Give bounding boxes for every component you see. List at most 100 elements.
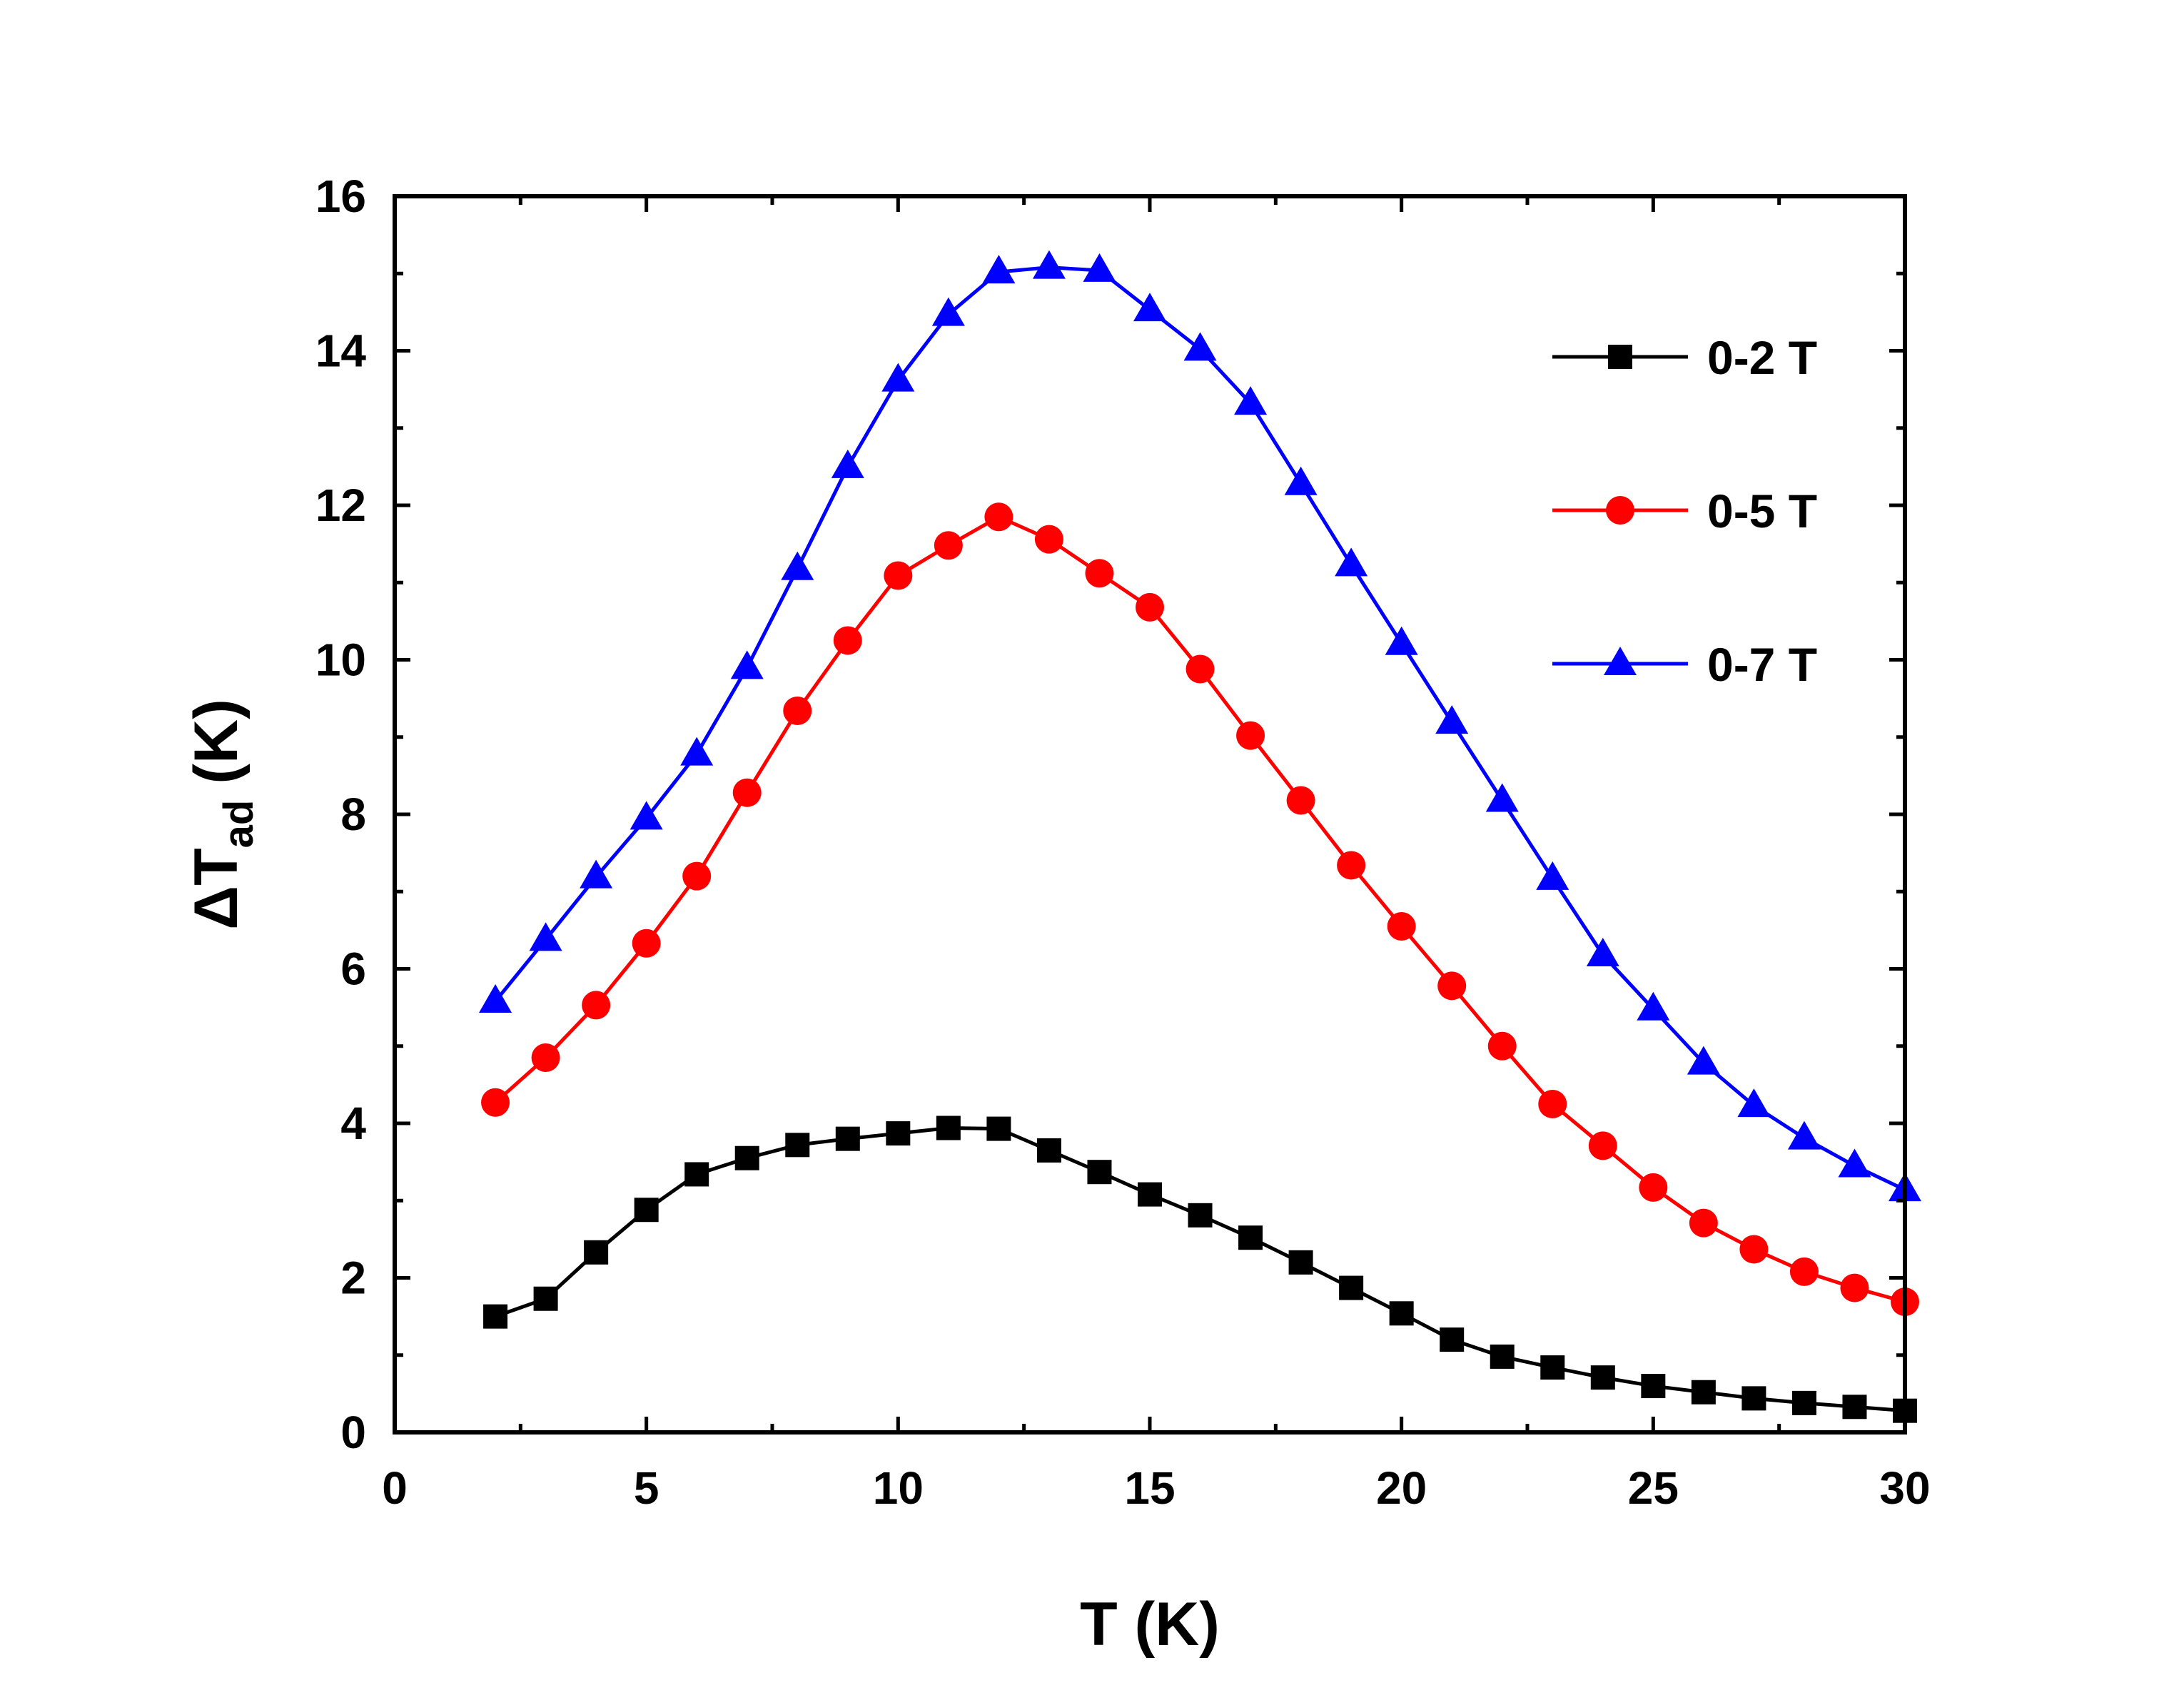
data-point <box>1487 1031 1517 1061</box>
data-point <box>1588 1131 1617 1160</box>
y-tick-label: 2 <box>340 1253 366 1304</box>
data-point <box>529 922 562 951</box>
data-point <box>1387 911 1416 941</box>
x-tick-label: 20 <box>1376 1462 1427 1514</box>
data-point <box>483 1304 508 1329</box>
data-point <box>833 626 862 655</box>
data-point <box>531 1043 560 1072</box>
data-point <box>632 929 661 958</box>
series-layer <box>479 250 1921 1423</box>
data-point <box>1789 1257 1819 1286</box>
data-point <box>1339 1275 1364 1300</box>
data-point <box>1185 654 1215 684</box>
data-point <box>1840 1273 1869 1302</box>
data-point <box>1236 721 1265 750</box>
x-tick-label: 15 <box>1124 1462 1175 1514</box>
data-point <box>1437 971 1467 1001</box>
data-point <box>1286 786 1315 815</box>
data-point <box>1739 1235 1769 1264</box>
data-point <box>1032 250 1066 279</box>
y-tick-label: 14 <box>315 325 367 377</box>
data-point <box>1590 1365 1615 1390</box>
data-point <box>1586 938 1619 967</box>
data-point <box>479 983 512 1013</box>
data-point <box>582 991 611 1020</box>
y-axis-title-main: ΔT <box>182 848 251 929</box>
x-tick-label: 5 <box>634 1462 659 1514</box>
data-point <box>881 363 915 392</box>
data-point <box>732 778 762 807</box>
data-point <box>785 1133 810 1158</box>
data-point <box>1335 547 1368 577</box>
legend-label: 0-5 T <box>1707 485 1817 537</box>
data-point <box>1087 1160 1112 1185</box>
data-point <box>982 255 1016 284</box>
data-point <box>1238 1225 1263 1250</box>
data-point <box>533 1286 558 1311</box>
y-axis-title: ΔTad (K) <box>182 699 262 929</box>
y-axis-title-sub: ad <box>216 800 262 849</box>
data-point <box>831 449 864 478</box>
tick-layer: 0 5 10 15 20 25 30 0 2 4 6 8 10 12 14 16 <box>315 171 1931 1514</box>
data-point <box>1737 1088 1771 1118</box>
data-point <box>584 1240 609 1265</box>
data-point <box>1691 1380 1716 1405</box>
data-point <box>884 561 913 590</box>
data-point <box>1741 1386 1766 1411</box>
data-point <box>580 859 613 889</box>
data-point <box>684 1162 709 1187</box>
data-point <box>1284 466 1318 495</box>
data-point <box>936 1115 961 1140</box>
data-point <box>630 801 663 830</box>
data-point <box>1188 1203 1213 1228</box>
data-point <box>1637 991 1670 1021</box>
data-point <box>1641 1374 1666 1399</box>
data-point <box>835 1126 860 1151</box>
series-line <box>494 265 1906 1192</box>
legend-label: 0-7 T <box>1707 638 1817 691</box>
y-tick-label: 10 <box>315 634 366 686</box>
x-tick-label: 0 <box>382 1462 408 1514</box>
data-point <box>986 1116 1011 1141</box>
plot-frame <box>393 194 1907 1435</box>
x-tick-label: 30 <box>1879 1462 1930 1514</box>
data-point <box>1183 332 1217 361</box>
data-point <box>1485 783 1519 812</box>
data-point <box>730 650 764 679</box>
data-point <box>1337 851 1366 880</box>
data-point <box>1687 1046 1720 1075</box>
data-point <box>783 696 812 725</box>
data-point <box>1540 1355 1565 1380</box>
legend-marker <box>1604 647 1637 675</box>
y-tick-label: 4 <box>340 1098 366 1149</box>
data-point <box>481 1088 510 1117</box>
legend-marker <box>1606 496 1634 525</box>
data-point <box>1538 1089 1567 1118</box>
data-point <box>680 737 714 766</box>
data-point <box>1536 861 1569 890</box>
y-tick-label: 6 <box>340 943 366 995</box>
data-point <box>1639 1173 1668 1202</box>
data-point <box>1136 592 1164 622</box>
data-point <box>1389 1301 1414 1326</box>
data-point <box>886 1121 911 1146</box>
series-0-2t <box>483 1115 1917 1423</box>
data-point <box>1034 525 1063 554</box>
data-point <box>781 551 814 580</box>
data-point <box>934 531 963 560</box>
series-0-7t <box>479 250 1921 1202</box>
y-axis-title-unit: (K) <box>182 699 251 784</box>
data-point <box>1787 1120 1821 1150</box>
y-tick-label: 16 <box>315 171 366 222</box>
data-point <box>1791 1390 1816 1415</box>
y-tick-label: 8 <box>340 789 366 840</box>
legend-marker <box>1608 345 1632 369</box>
x-axis-title: T (K) <box>1080 1590 1220 1659</box>
data-point <box>1838 1148 1871 1178</box>
data-point <box>634 1198 659 1223</box>
data-point <box>1435 705 1469 734</box>
data-point <box>1842 1395 1867 1420</box>
data-point <box>1440 1327 1465 1352</box>
data-point <box>984 502 1013 532</box>
data-point <box>1036 1138 1061 1163</box>
